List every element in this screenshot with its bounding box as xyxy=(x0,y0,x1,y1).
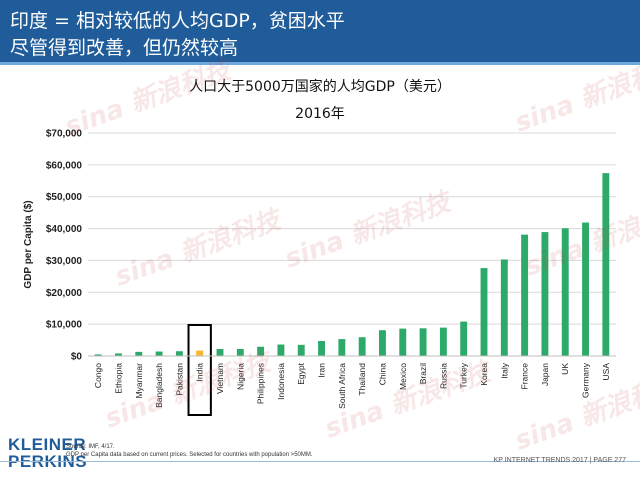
bar-myanmar xyxy=(135,352,142,356)
x-tick-label: Bangladesh xyxy=(154,363,164,408)
x-tick-label: Pakistan xyxy=(174,363,184,396)
y-tick-label: $20,000 xyxy=(46,288,83,299)
bar-uk xyxy=(562,228,569,356)
bar-philippines xyxy=(257,347,264,356)
bar-pakistan xyxy=(176,351,183,356)
y-tick-label: $10,000 xyxy=(46,320,83,331)
bar-indonesia xyxy=(277,345,284,356)
x-tick-label: Ethiopia xyxy=(113,363,123,394)
y-tick-label: $70,000 xyxy=(46,129,83,140)
bar-japan xyxy=(541,232,548,356)
bar-usa xyxy=(602,173,609,356)
bar-chart: $0 $10,000 $20,000 $30,000 $40,000 $50,000 $60… xyxy=(0,0,640,440)
bar-france xyxy=(521,235,528,356)
x-tick-label: Japan xyxy=(540,363,550,386)
source-line-2: GDP per Capita data based on current pri… xyxy=(66,451,313,459)
x-tick-label: Korea xyxy=(479,363,489,386)
x-tick-label: Germany xyxy=(581,362,591,398)
x-tick-label: Mexico xyxy=(398,363,408,390)
bar-india xyxy=(196,351,203,356)
x-tick-label: South Africa xyxy=(337,363,347,409)
bar-thailand xyxy=(359,337,366,356)
x-tick-label: Myanmar xyxy=(134,363,144,399)
y-axis-label: GDP per Capita ($) xyxy=(23,200,34,288)
bar-bangladesh xyxy=(156,352,163,356)
bar-korea xyxy=(481,268,488,356)
source-line-1: Source: IMF, 4/17. xyxy=(66,443,313,451)
x-tick-label: Vietnam xyxy=(215,363,225,394)
x-tick-label: Italy xyxy=(499,362,509,378)
bar-south-africa xyxy=(338,339,345,356)
bar-vietnam xyxy=(217,349,224,356)
x-tick-label: Egypt xyxy=(296,362,306,384)
x-tick-label: Iran xyxy=(317,363,327,378)
bar-nigeria xyxy=(237,349,244,356)
x-tick-label: Indonesia xyxy=(276,363,286,400)
x-tick-label: Brazil xyxy=(418,363,428,384)
x-tick-label: UK xyxy=(560,363,570,375)
x-tick-label: France xyxy=(520,363,530,390)
x-tick-label: India xyxy=(195,363,205,382)
y-tick-label: $60,000 xyxy=(46,160,83,171)
x-tick-label: Turkey xyxy=(459,362,469,388)
x-tick-label: Philippines xyxy=(256,363,266,404)
x-tick-label: China xyxy=(377,363,387,385)
y-tick-label: $50,000 xyxy=(46,192,83,203)
x-tick-label: USA xyxy=(601,363,611,381)
x-tick-label: Russia xyxy=(438,363,448,389)
bar-italy xyxy=(501,259,508,356)
x-tick-label: Congo xyxy=(93,363,103,388)
source-note: Source: IMF, 4/17. GDP per Capita data b… xyxy=(66,443,313,459)
bar-egypt xyxy=(298,345,305,356)
y-tick-label: $40,000 xyxy=(46,224,83,235)
bar-germany xyxy=(582,223,589,356)
x-tick-label: Thailand xyxy=(357,363,367,396)
x-tick-label: Nigeria xyxy=(235,363,245,390)
bar-china xyxy=(379,330,386,356)
y-tick-label: $30,000 xyxy=(46,256,83,267)
page-footer: KP INTERNET TRENDS 2017 | PAGE 277 xyxy=(494,457,626,464)
bar-iran xyxy=(318,341,325,356)
bar-brazil xyxy=(420,328,427,356)
bar-russia xyxy=(440,328,447,356)
bar-mexico xyxy=(399,329,406,356)
bar-turkey xyxy=(460,322,467,356)
y-tick-label: $0 xyxy=(71,352,83,363)
